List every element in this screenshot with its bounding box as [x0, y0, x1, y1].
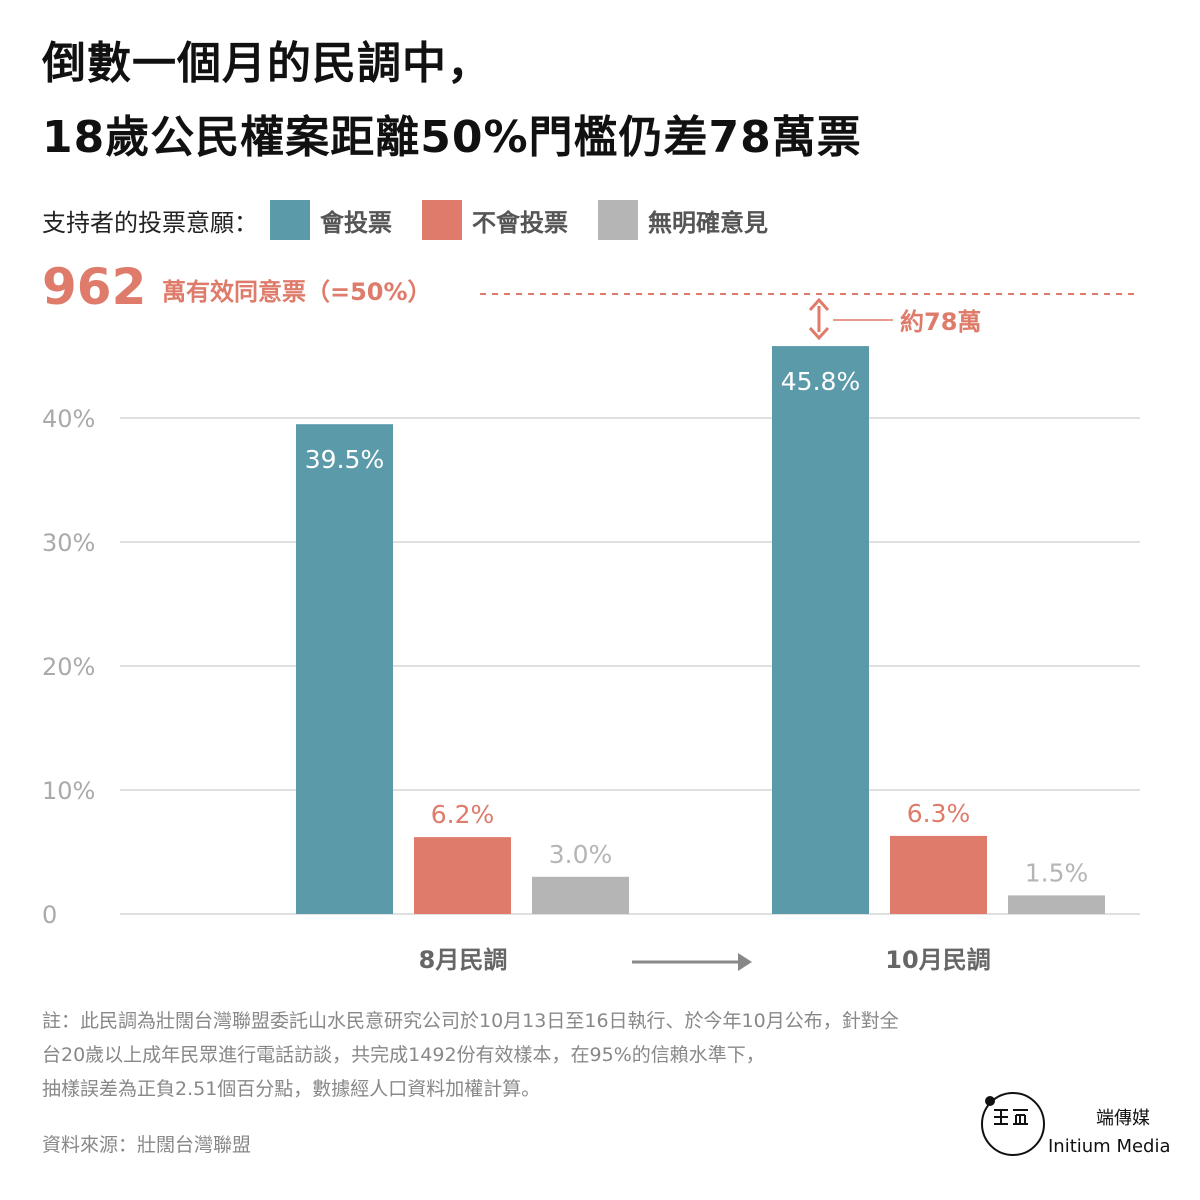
y-tick-label: 20%	[42, 653, 95, 681]
legend-label-will-vote: 會投票	[320, 208, 392, 237]
bar-value-label: 1.5%	[1025, 858, 1089, 887]
legend-label-will-not-vote: 不會投票	[472, 208, 568, 237]
logo-name: 端傳媒	[1096, 1108, 1150, 1129]
bar-value-label: 6.2%	[431, 800, 495, 829]
logo-name-english: Initium Media	[1048, 1136, 1171, 1157]
gap-arrow-head-up	[808, 297, 830, 312]
legend-swatch-will-vote	[270, 200, 310, 240]
gridlines	[120, 417, 1140, 915]
y-axis-ticks: 0 10% 20% 30% 40%	[42, 405, 95, 929]
legend-intro: 支持者的投票意願：	[42, 208, 258, 237]
bar	[532, 876, 629, 914]
category-label-august: 8月民調	[419, 946, 508, 974]
gap-arrow-head-down	[808, 326, 830, 341]
legend-label-no-opinion: 無明確意見	[648, 208, 768, 237]
bar-value-label: 39.5%	[305, 445, 384, 474]
data-labels: 39.5% 45.8% 6.2% 6.3% 3.0% 1.5%	[305, 367, 1088, 887]
note-line-2: 台20歲以上成年民眾進行電話訪談，共完成1492份有效樣本，在95%的信賴水準下…	[42, 1044, 765, 1066]
bar-value-label: 6.3%	[907, 799, 971, 828]
bar	[772, 346, 869, 915]
timeline-arrow	[632, 953, 752, 971]
y-tick-label: 0	[42, 901, 57, 929]
legend-item-no-opinion: 無明確意見	[598, 200, 768, 240]
legend-item-will-not-vote: 不會投票	[422, 200, 568, 240]
bars	[296, 346, 1105, 915]
timeline-arrow-head	[738, 953, 752, 971]
bar	[296, 424, 393, 914]
gap-marker: 約78萬	[808, 297, 981, 341]
y-tick-label: 40%	[42, 405, 95, 433]
threshold-number: 962	[42, 258, 147, 316]
note-line-1: 註：此民調為壯闊台灣聯盟委託山水民意研究公司於10月13日至16日執行、於今年1…	[42, 1010, 899, 1032]
legend-swatch-will-not-vote	[422, 200, 462, 240]
threshold-label: 萬有效同意票（=50%）	[162, 278, 432, 306]
bar	[890, 835, 987, 914]
bar-chart: 0 10% 20% 30% 40% 39.5% 45.8% 6.2% 6.3% 3.0% 1.5%…	[42, 293, 1140, 974]
category-label-october: 10月民調	[885, 946, 990, 974]
title-line-1: 倒數一個月的民調中，	[42, 38, 492, 89]
y-tick-label: 10%	[42, 777, 95, 805]
y-tick-label: 30%	[42, 529, 95, 557]
gap-label: 約78萬	[900, 308, 981, 336]
bar-value-label: 45.8%	[781, 367, 860, 396]
legend-swatch-no-opinion	[598, 200, 638, 240]
bar	[414, 837, 511, 914]
note-line-3: 抽樣誤差為正負2.51個百分點，數據經人口資料加權計算。	[42, 1078, 541, 1100]
legend-item-will-vote: 會投票	[270, 200, 392, 240]
initium-logo-icon	[981, 1092, 1045, 1156]
bar-value-label: 3.0%	[549, 840, 613, 869]
legend: 支持者的投票意願： 會投票 不會投票 無明確意見	[42, 200, 798, 240]
bar	[1008, 895, 1105, 914]
title-line-2: 18歲公民權案距離50%門檻仍差78萬票	[42, 112, 862, 163]
source-note: 資料來源：壯闊台灣聯盟	[42, 1134, 252, 1156]
